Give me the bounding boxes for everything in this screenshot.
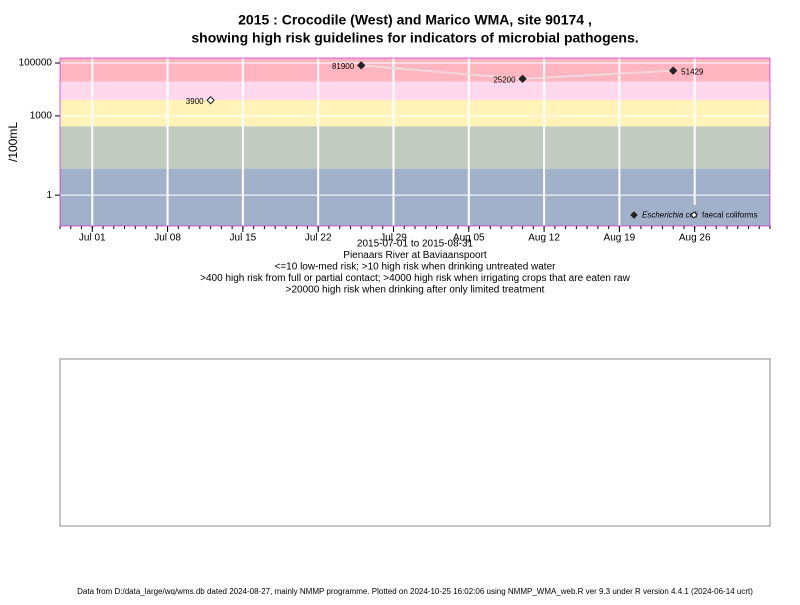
x-tick-label: Jul 01 xyxy=(79,233,106,244)
footer: Data from D:/data_large/wq/wms.db dated … xyxy=(77,587,753,596)
x-tick-label: Jul 15 xyxy=(230,233,257,244)
data-label: 3900 xyxy=(186,97,204,106)
x-tick-label: Aug 05 xyxy=(453,233,485,244)
legend-marker xyxy=(690,211,698,219)
legend-label: Escherichia coli xyxy=(642,211,698,220)
risk-band xyxy=(60,126,770,169)
x-axis-label: Pienaars River at Baviaanspoort xyxy=(343,250,487,261)
data-point xyxy=(668,66,678,75)
data-label: 81900 xyxy=(332,62,355,71)
chart-title: 2015 : Crocodile (West) and Marico WMA, … xyxy=(238,12,592,28)
y-axis-label: /100mL xyxy=(6,122,20,162)
x-axis-label: 2015-07-01 to 2015-08-31 xyxy=(357,239,474,250)
x-tick-label: Aug 19 xyxy=(604,233,636,244)
data-point xyxy=(357,61,366,70)
data-label: 51429 xyxy=(681,67,704,76)
risk-band xyxy=(60,81,770,100)
data-point xyxy=(518,74,527,84)
x-axis-label: >20000 high risk when drinking after onl… xyxy=(286,285,545,296)
x-axis-label: >400 high risk from full or partial cont… xyxy=(200,273,630,284)
x-tick-label: Jul 08 xyxy=(154,233,181,244)
legend-marker xyxy=(630,211,638,219)
legend-label: faecal coliforms xyxy=(702,211,758,220)
plot-frame xyxy=(59,57,771,227)
y-tick-label: 1000 xyxy=(30,111,53,122)
data-point xyxy=(206,96,215,105)
x-tick-label: Aug 12 xyxy=(528,233,560,244)
empty-panel xyxy=(59,358,771,527)
chart-subtitle: showing high risk guidelines for indicat… xyxy=(191,30,638,46)
y-tick-label: 100000 xyxy=(19,58,53,69)
legend-box xyxy=(628,205,768,225)
y-tick-label: 1 xyxy=(46,190,52,201)
x-tick-label: Jul 22 xyxy=(305,233,332,244)
x-tick-label: Jul 29 xyxy=(380,233,407,244)
data-label: 25200 xyxy=(493,75,516,84)
x-tick-label: Aug 26 xyxy=(679,233,711,244)
x-axis-label: <=10 low-med risk; >10 high risk when dr… xyxy=(275,262,557,273)
risk-band xyxy=(60,99,770,127)
